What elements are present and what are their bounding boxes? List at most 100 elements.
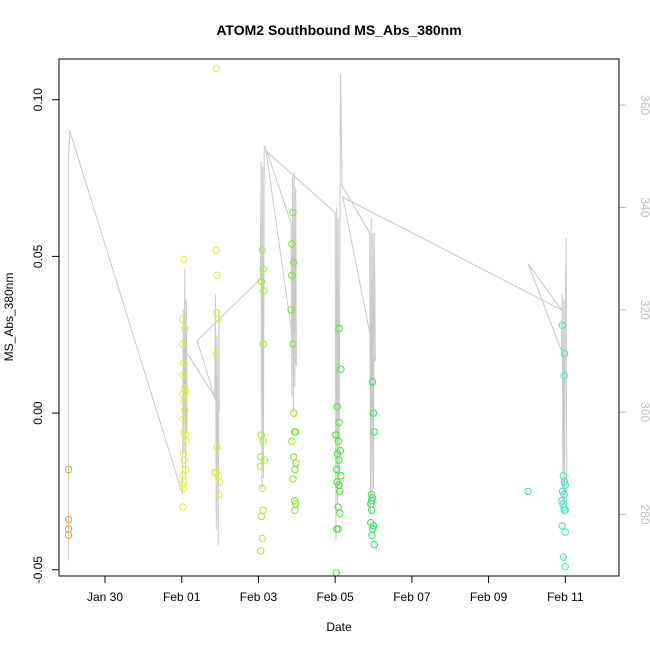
data-point bbox=[558, 321, 566, 329]
data-point bbox=[64, 465, 73, 474]
data-point bbox=[290, 409, 298, 417]
x-tick-label: Jan 30 bbox=[87, 590, 123, 604]
data-point bbox=[179, 484, 188, 492]
data-point bbox=[64, 515, 73, 524]
data-point bbox=[334, 525, 342, 533]
data-point bbox=[181, 406, 189, 414]
data-point bbox=[561, 528, 569, 536]
points-series bbox=[64, 64, 569, 577]
data-point bbox=[335, 418, 343, 427]
data-point bbox=[212, 64, 221, 73]
data-point bbox=[335, 456, 343, 464]
data-point bbox=[258, 246, 266, 254]
data-point bbox=[367, 497, 376, 505]
data-point bbox=[212, 349, 221, 358]
data-point bbox=[561, 506, 569, 514]
data-point bbox=[288, 240, 296, 248]
data-point bbox=[560, 490, 568, 499]
data-point bbox=[370, 428, 378, 436]
chart-title: ATOM2 Southbound MS_Abs_380nm bbox=[216, 22, 461, 38]
data-point bbox=[289, 340, 297, 348]
x-tick-label: Feb 09 bbox=[470, 590, 508, 604]
data-point bbox=[180, 396, 188, 405]
data-point bbox=[367, 506, 376, 514]
line-series bbox=[68, 74, 568, 561]
y-tick-label: 0.00 bbox=[31, 401, 45, 425]
data-point bbox=[560, 349, 569, 358]
y2-tick-label: 340 bbox=[638, 197, 650, 217]
data-point bbox=[337, 365, 345, 373]
data-point bbox=[369, 409, 378, 417]
data-point bbox=[178, 481, 187, 489]
data-point bbox=[215, 490, 223, 499]
data-point bbox=[258, 534, 266, 543]
data-point bbox=[212, 246, 221, 254]
data-point bbox=[561, 562, 569, 571]
data-point bbox=[560, 478, 569, 486]
data-point bbox=[333, 465, 341, 474]
data-point bbox=[179, 503, 187, 511]
x-axis-label: Date bbox=[326, 620, 352, 634]
y-axis-label: MS_Abs_380nm bbox=[2, 273, 16, 362]
y-tick-label: 0.05 bbox=[31, 244, 45, 268]
data-point bbox=[258, 484, 266, 492]
data-point bbox=[181, 465, 190, 474]
data-point bbox=[259, 340, 267, 348]
data-point bbox=[181, 324, 189, 333]
data-point bbox=[290, 453, 298, 461]
data-point bbox=[257, 512, 266, 521]
x-tick-label: Feb 03 bbox=[240, 590, 278, 604]
data-point bbox=[180, 456, 189, 464]
data-point bbox=[336, 487, 344, 496]
data-point bbox=[561, 481, 569, 489]
data-point bbox=[370, 541, 378, 549]
data-point bbox=[287, 306, 295, 314]
data-point bbox=[369, 522, 378, 530]
data-point bbox=[257, 547, 265, 555]
series-line-path bbox=[68, 74, 568, 561]
data-point bbox=[336, 509, 344, 517]
data-point bbox=[257, 277, 266, 286]
data-point bbox=[178, 315, 187, 323]
data-point bbox=[332, 431, 340, 439]
data-point bbox=[260, 456, 269, 464]
data-point bbox=[368, 378, 377, 386]
data-point bbox=[180, 359, 188, 367]
data-point bbox=[289, 475, 297, 483]
data-point bbox=[215, 478, 224, 486]
data-point bbox=[291, 465, 299, 474]
y2-tick-label: 320 bbox=[638, 300, 650, 320]
data-point bbox=[213, 443, 221, 452]
data-point bbox=[524, 487, 532, 496]
data-point bbox=[337, 472, 345, 480]
data-point bbox=[179, 371, 187, 380]
data-point bbox=[289, 208, 297, 217]
data-point bbox=[256, 462, 265, 470]
data-point bbox=[259, 265, 267, 273]
x-tick-label: Feb 11 bbox=[547, 590, 584, 604]
plot-frame bbox=[58, 58, 620, 577]
x-tick-label: Feb 05 bbox=[316, 590, 354, 604]
data-point bbox=[558, 522, 566, 530]
data-point bbox=[180, 255, 188, 264]
y-tick-label: 0.10 bbox=[31, 88, 45, 112]
data-point bbox=[333, 403, 341, 411]
data-point bbox=[179, 340, 187, 348]
y2-tick-label: 280 bbox=[638, 505, 650, 525]
y2-tick-label: 300 bbox=[638, 402, 650, 422]
y-tick-label: -0.05 bbox=[31, 556, 45, 584]
data-point bbox=[64, 531, 73, 539]
data-point bbox=[368, 531, 376, 539]
x-tick-label: Feb 01 bbox=[163, 590, 201, 604]
data-point bbox=[260, 287, 268, 295]
data-point bbox=[288, 271, 296, 279]
y2-tick-label: 360 bbox=[638, 95, 650, 115]
data-point bbox=[182, 437, 191, 445]
data-point bbox=[560, 371, 568, 380]
data-point bbox=[259, 437, 267, 445]
data-point bbox=[335, 324, 343, 333]
data-point bbox=[334, 437, 342, 445]
data-point bbox=[559, 553, 568, 561]
